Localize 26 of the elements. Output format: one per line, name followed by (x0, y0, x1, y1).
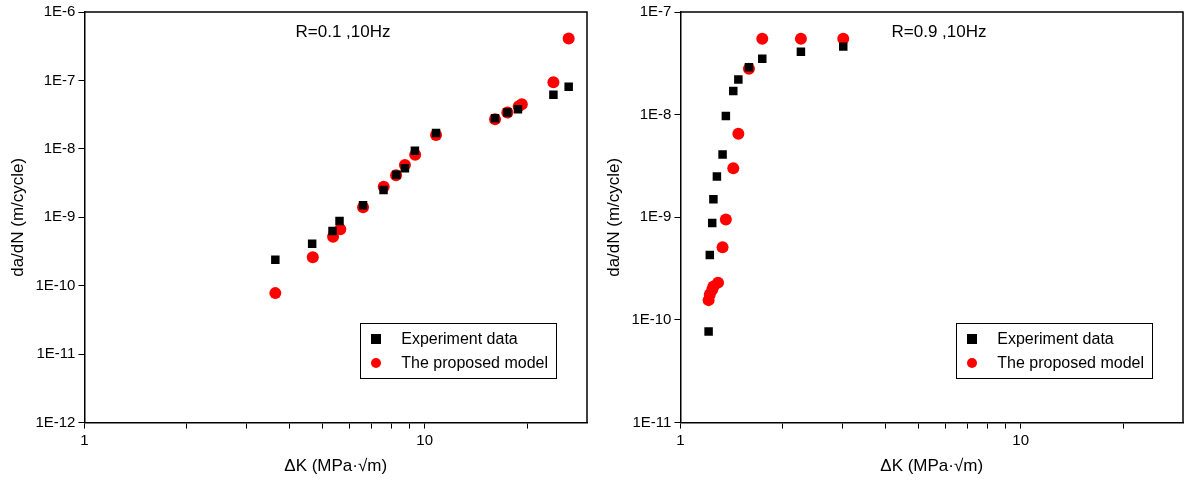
y-tick-label: 1E-10 (631, 310, 672, 328)
y-tick-label: 1E-11 (36, 344, 76, 362)
y-axis-title: da/dN (m/cycle) (603, 157, 623, 277)
x-tick-label: 10 (416, 430, 434, 448)
y-tick-label: 1E-6 (43, 2, 76, 20)
y-tick-label: 1E-9 (639, 207, 672, 225)
x-axis-title: ΔK (MPa·√m) (880, 456, 984, 476)
x-axis-title: ΔK (MPa·√m) (284, 456, 388, 476)
x-tick-label: 1 (80, 430, 89, 448)
y-tick-label: 1E-7 (639, 2, 672, 20)
y-tick-label: 1E-11 (632, 412, 672, 430)
legend-label: The proposed model (996, 352, 1144, 373)
y-axis-title: da/dN (m/cycle) (7, 157, 27, 277)
y-tick-label: 1E-8 (639, 104, 672, 122)
x-tick-label: 1 (676, 430, 685, 448)
y-tick-label: 1E-7 (43, 70, 76, 88)
annotation: R=0.9 ,10Hz (891, 22, 987, 42)
legend-label: Experiment data (996, 328, 1115, 349)
y-tick-label: 1E-8 (43, 139, 76, 157)
y-tick-label: 1E-9 (43, 207, 76, 225)
legend-label: Experiment data (400, 328, 519, 349)
y-tick-label: 1E-12 (35, 412, 76, 430)
y-tick-label: 1E-10 (35, 275, 76, 293)
legend-label: The proposed model (400, 352, 548, 373)
x-tick-label: 10 (1012, 430, 1030, 448)
annotation: R=0.1 ,10Hz (295, 22, 391, 42)
